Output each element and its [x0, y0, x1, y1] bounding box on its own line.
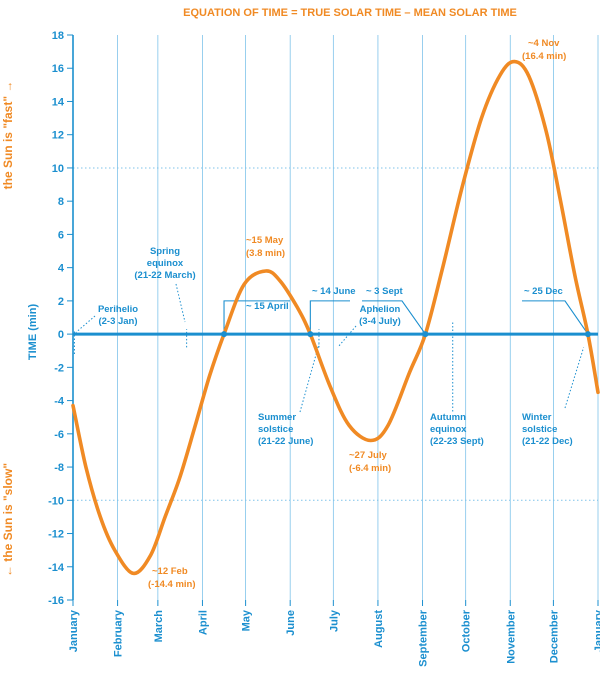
annot-summer-2: solstice — [258, 424, 293, 435]
winter-leader — [564, 347, 585, 409]
y-tick-label: 4 — [58, 263, 65, 275]
grid-layer — [72, 35, 599, 600]
annot-zero-dec: ~ 25 Dec — [524, 286, 563, 297]
side-label-slow: ← the Sun is "slow" — [1, 463, 15, 577]
annot-winter-3: (21-22 Dec) — [522, 436, 573, 447]
annotation-markers — [221, 331, 591, 338]
annot-spring-1: Spring — [150, 246, 180, 257]
annot-maxnov-2: (16.4 min) — [522, 51, 566, 62]
y-tick-label: -8 — [54, 462, 64, 474]
perihelion-leader-diag — [75, 315, 96, 333]
x-tick-label: November — [505, 609, 517, 664]
annot-maxmay-2: (3.8 min) — [246, 248, 285, 259]
x-tick-label: April — [197, 610, 209, 635]
x-tick-label: September — [418, 609, 430, 667]
annot-summer-3: (21-22 June) — [258, 436, 313, 447]
annot-winter-2: solstice — [522, 424, 557, 435]
annot-perihelion-2: (2-3 Jan) — [98, 316, 137, 327]
june-bracket — [309, 300, 350, 335]
axis-layer: January February March April May June July Augu… — [48, 30, 600, 667]
y-tick-label: -6 — [54, 429, 64, 441]
equation-of-time-curve — [71, 59, 600, 576]
x-tick-label: May — [241, 609, 253, 631]
annot-zero-sept: ~ 3 Sept — [366, 286, 404, 297]
annot-spring-3: (21-22 March) — [134, 270, 195, 281]
x-tick-label: August — [373, 610, 385, 648]
annotation-leader-lines — [73, 283, 589, 413]
y-tick-label: 16 — [52, 63, 64, 75]
zero-crossing-marker — [584, 331, 591, 338]
y-tick-label: -10 — [48, 495, 64, 507]
side-label-fast: the Sun is "fast" → — [1, 81, 15, 190]
y-tick-label: 12 — [52, 130, 64, 142]
x-tick-label: February — [113, 609, 125, 657]
x-tick-label: July — [328, 609, 340, 632]
curve-layer — [71, 59, 600, 576]
y-axis-label: TIME (min) — [27, 304, 39, 361]
y-tick-label: -12 — [48, 529, 64, 541]
y-tick-label: 0 — [58, 329, 64, 341]
summer-leader — [299, 343, 320, 413]
y-tick-label: 2 — [58, 296, 64, 308]
y-tick-label: -14 — [48, 562, 65, 574]
x-tick-label: June — [285, 610, 297, 636]
annot-perihelion-1: Perihelio — [98, 304, 138, 315]
annot-maxnov-1: ~4 Nov — [528, 38, 560, 49]
annot-zero-april: ~ 15 April — [246, 301, 289, 312]
spring-leader — [175, 283, 186, 323]
dec-bracket — [522, 300, 589, 335]
x-tick-label: January — [68, 609, 80, 652]
annot-spring-2: equinox — [147, 258, 184, 269]
zero-crossing-marker — [422, 331, 429, 338]
x-tick-label: October — [461, 609, 473, 652]
april-bracket — [223, 300, 290, 335]
annot-autumn-2: equinox — [430, 424, 467, 435]
annot-aphelion-2: (3-4 July) — [359, 316, 401, 327]
y-tick-label: 8 — [58, 196, 64, 208]
zero-crossing-marker — [307, 331, 314, 338]
annot-maxmay-1: ~15 May — [246, 235, 284, 246]
annot-minjuly-2: (-6.4 min) — [349, 463, 391, 474]
annot-autumn-1: Autumn — [430, 412, 466, 423]
y-tick-label: 14 — [52, 96, 65, 108]
y-tick-label: 18 — [52, 30, 64, 42]
y-tick-label: -4 — [54, 396, 65, 408]
annot-minfeb-2: (-14.4 min) — [148, 579, 196, 590]
annot-winter-1: Winter — [522, 412, 552, 423]
annot-autumn-3: (22-23 Sept) — [430, 436, 484, 447]
annot-summer-1: Summer — [258, 412, 296, 423]
aphelion-leader — [338, 325, 357, 347]
y-tick-label: 6 — [58, 229, 64, 241]
x-tick-label: March — [153, 610, 165, 643]
annotations: Perihelio (2-3 Jan) Spring equinox (21-2… — [98, 38, 573, 590]
y-tick-label: 10 — [52, 163, 64, 175]
zero-crossing-marker — [221, 331, 228, 338]
x-tick-label: December — [548, 609, 560, 663]
y-tick-label: -16 — [48, 595, 64, 607]
x-tick-label: January — [593, 609, 600, 652]
annot-minfeb-1: ~12 Feb — [152, 566, 188, 577]
chart-title: EQUATION OF TIME = TRUE SOLAR TIME – MEA… — [183, 7, 517, 19]
annot-zero-june: ~ 14 June — [312, 286, 356, 297]
sept-bracket — [362, 300, 426, 335]
annot-aphelion-1: Aphelion — [360, 304, 401, 315]
y-tick-label: -2 — [54, 362, 64, 374]
annot-minjuly-1: ~27 July — [349, 450, 387, 461]
